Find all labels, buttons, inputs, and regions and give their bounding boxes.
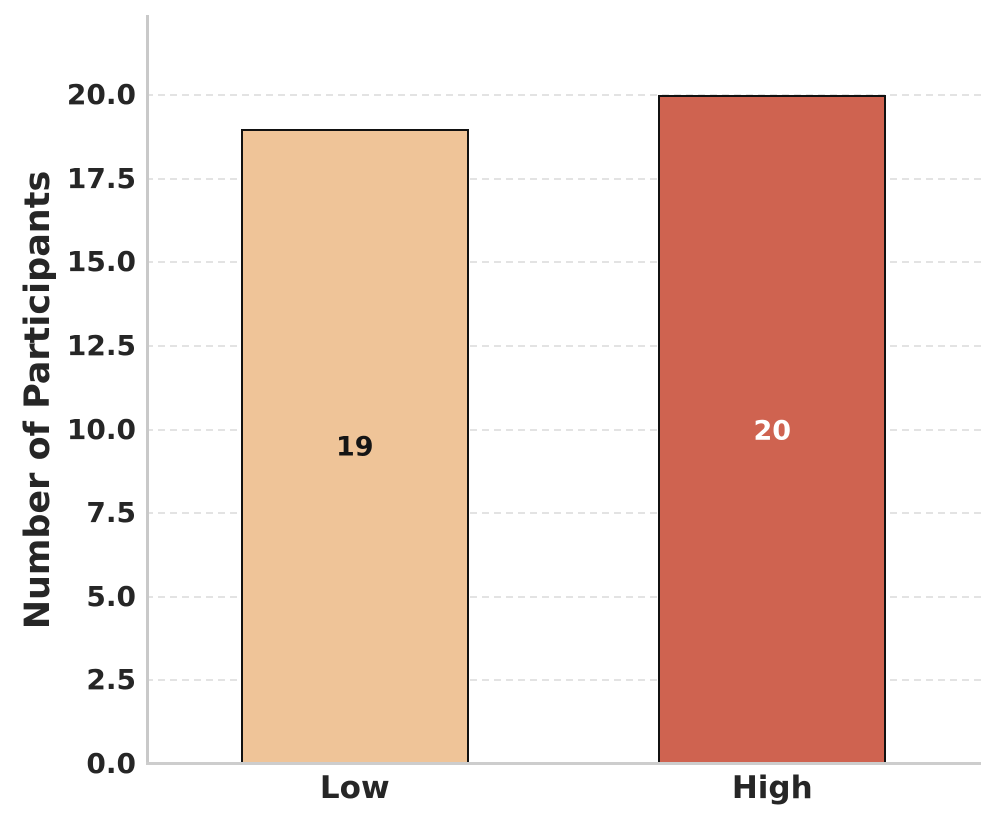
x-tick-label-low: Low (319, 770, 390, 806)
bar-value-label-high: 20 (753, 415, 792, 447)
gridline-y-7.5 (146, 512, 981, 515)
y-tick-label-5.0: 5.0 (86, 579, 136, 613)
gridline-y-5 (146, 595, 981, 598)
gridline-y-15 (146, 261, 981, 264)
y-tick-label-17.5: 17.5 (66, 161, 136, 195)
x-axis-line (146, 762, 981, 765)
gridline-y-20 (146, 94, 981, 97)
y-tick-label-7.5: 7.5 (86, 496, 136, 530)
gridline-y-2.5 (146, 679, 981, 682)
x-tick-label-high: High (731, 770, 813, 806)
y-tick-label-15.0: 15.0 (66, 245, 136, 279)
gridline-y-17.5 (146, 177, 981, 180)
bar-value-label-low: 19 (335, 431, 374, 463)
y-tick-label-20.0: 20.0 (66, 78, 136, 112)
bar-low: 19 (240, 128, 469, 764)
plot-area: 19 20 (146, 15, 981, 765)
bar-high: 20 (658, 95, 887, 764)
y-axis-tick-labels: 0.0 2.5 5.0 7.5 10.0 12.5 15.0 17.5 20.0 (0, 0, 136, 822)
y-tick-label-0.0: 0.0 (86, 747, 136, 780)
y-tick-label-2.5: 2.5 (86, 663, 136, 697)
gridline-y-10 (146, 428, 981, 431)
y-axis-line (146, 15, 149, 764)
y-tick-label-10.0: 10.0 (66, 412, 136, 446)
gridline-y-12.5 (146, 345, 981, 348)
y-tick-label-12.5: 12.5 (66, 329, 136, 363)
